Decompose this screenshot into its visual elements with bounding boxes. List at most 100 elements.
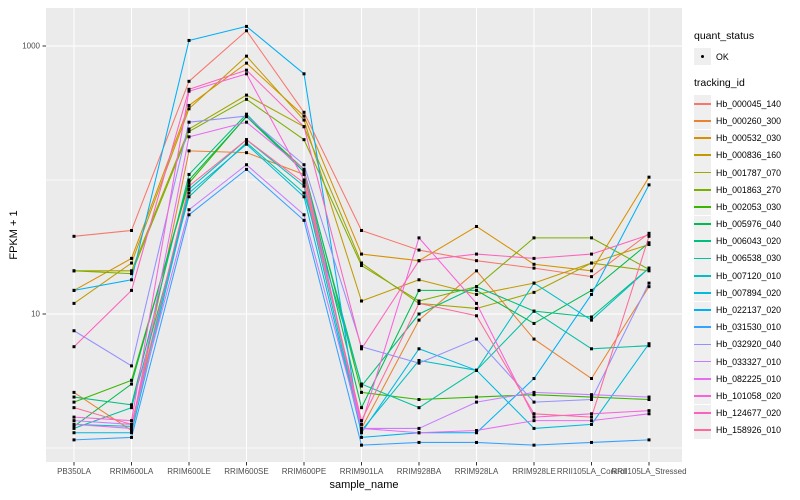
x-tick-label-RRIM600PE: RRIM600PE	[281, 467, 327, 476]
x-tick-label-RRIM901LA: RRIM901LA	[339, 467, 384, 476]
legend-item-Hb_158926_010: Hb_158926_010	[694, 421, 798, 439]
x-tick-label-RRIM928LE: RRIM928LE	[512, 467, 556, 476]
legend-key-line	[694, 412, 711, 415]
series-points-Hb_007894_020	[72, 142, 651, 435]
data-point	[245, 138, 248, 142]
legend-item-label: Hb_031530_010	[716, 322, 782, 333]
data-point	[72, 419, 76, 423]
black-point-icon	[700, 54, 705, 59]
data-point	[417, 358, 421, 362]
plot-panel	[46, 8, 682, 462]
data-point	[417, 299, 421, 303]
line-swatch-icon	[694, 404, 711, 422]
data-point	[360, 426, 363, 430]
data-point	[360, 264, 363, 268]
legend-key-line	[694, 120, 711, 122]
data-point	[532, 309, 536, 313]
data-point	[532, 419, 536, 423]
data-point	[130, 424, 133, 428]
legend-item-label: Hb_006538_030	[716, 253, 782, 264]
legend-key-line	[694, 188, 711, 191]
data-point	[72, 390, 76, 394]
data-point	[130, 435, 133, 439]
data-point	[532, 290, 536, 294]
data-point	[647, 266, 651, 270]
data-point	[532, 281, 536, 285]
data-point	[532, 415, 536, 419]
data-point	[475, 224, 478, 228]
data-point	[72, 415, 76, 419]
data-point	[475, 288, 478, 292]
data-point	[72, 234, 76, 238]
data-point	[187, 181, 191, 185]
legend-key-line	[694, 309, 711, 311]
data-point	[187, 107, 191, 111]
data-point	[302, 163, 306, 167]
series-points-Hb_022137_020	[72, 24, 651, 439]
line-swatch-icon	[694, 387, 711, 405]
data-point	[360, 228, 363, 232]
data-point	[360, 384, 363, 388]
data-point	[590, 347, 593, 351]
data-point	[647, 398, 651, 402]
data-point	[130, 364, 133, 368]
legend-key-line	[694, 171, 711, 174]
data-point	[475, 259, 478, 263]
legend-item-label: Hb_000260_300	[716, 115, 782, 126]
data-point	[360, 347, 363, 351]
data-point	[647, 344, 651, 348]
data-point	[187, 127, 191, 131]
data-point	[187, 208, 191, 212]
data-point	[245, 163, 248, 167]
data-point	[302, 218, 306, 222]
data-point	[590, 292, 593, 296]
data-point	[245, 142, 248, 146]
data-point	[245, 29, 248, 33]
legend-key-line	[694, 395, 711, 397]
data-point	[187, 87, 191, 91]
legend-key-line	[694, 137, 711, 140]
data-point	[647, 175, 651, 179]
legend-quant-status: quant_status OK	[694, 30, 798, 66]
x-tick-label-RRII105LA_Control: RRII105LA_Control	[556, 467, 627, 476]
data-point	[187, 172, 191, 176]
y-axis-title: FPKM + 1	[8, 210, 20, 260]
data-point	[475, 306, 478, 310]
data-point	[532, 337, 536, 341]
x-tick-label-RRIM928BA: RRIM928BA	[396, 467, 442, 476]
line-swatch-icon	[694, 335, 711, 353]
data-point	[475, 337, 478, 341]
data-point	[590, 315, 593, 319]
legend-item-label: Hb_001863_270	[716, 184, 782, 195]
legend-item-Hb_082225_010: Hb_082225_010	[694, 370, 798, 388]
legend-item-Hb_000045_140: Hb_000045_140	[694, 95, 798, 113]
data-point	[72, 400, 76, 404]
line-swatch-icon	[694, 215, 711, 233]
data-point	[647, 342, 651, 346]
data-point	[590, 318, 593, 322]
data-point	[130, 272, 133, 276]
data-point	[647, 234, 651, 238]
legend-item-label: Hb_002053_030	[716, 201, 782, 212]
ok-point-key	[694, 48, 711, 66]
line-swatch-icon	[694, 146, 711, 164]
data-point	[302, 138, 306, 142]
legend-item-label: Hb_082225_010	[716, 373, 782, 384]
data-point	[72, 424, 76, 428]
legend-item-label: Hb_022137_020	[716, 305, 782, 316]
legend-tracking-id: tracking_id Hb_000045_140 Hb_000260_300 Hb…	[694, 77, 798, 439]
data-point	[302, 72, 306, 76]
data-point	[130, 419, 133, 423]
line-swatch-icon	[694, 112, 711, 130]
legend-item-label: Hb_007120_010	[716, 270, 782, 281]
legend-key-line	[694, 360, 711, 363]
data-point	[417, 288, 421, 292]
legend-key-line	[694, 343, 711, 346]
line-swatch-icon	[694, 95, 711, 113]
legend-key-line	[694, 223, 711, 225]
data-point	[302, 213, 306, 217]
line-swatch-icon	[694, 129, 711, 147]
line-swatch-icon	[694, 181, 711, 199]
data-point	[360, 419, 363, 423]
